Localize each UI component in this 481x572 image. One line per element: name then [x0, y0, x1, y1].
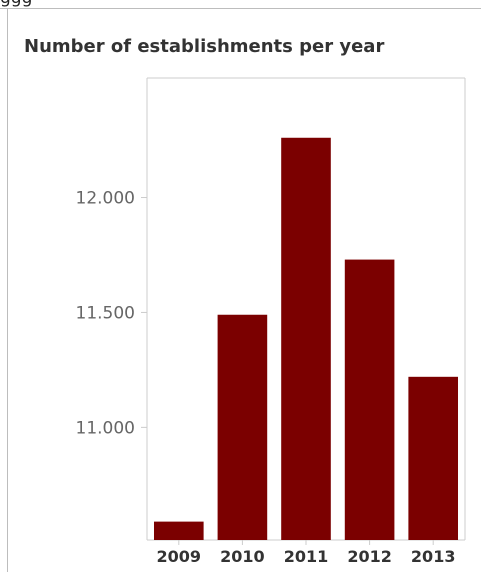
bar-2013 [408, 376, 459, 540]
bars [153, 137, 459, 540]
bar-2010 [217, 314, 268, 540]
x-category-label: 2010 [220, 547, 265, 566]
bar-2011 [281, 137, 331, 540]
x-category-label: 2009 [157, 547, 202, 566]
x-axis: 2009 2010 2011 2012 2013 [157, 540, 456, 566]
clipped-heading-fragment: ggg [0, 0, 60, 10]
y-axis: 11.000 11.500 12.000 [76, 189, 147, 438]
y-tick-label: 11.000 [76, 418, 135, 438]
x-category-label: 2013 [411, 547, 456, 566]
bar-2012 [344, 259, 395, 540]
x-category-label: 2011 [284, 547, 329, 566]
y-tick-label: 12.000 [76, 189, 135, 209]
y-tick-label: 11.500 [76, 303, 135, 323]
panel-left-border [7, 8, 8, 572]
chart-title: Number of establishments per year [24, 36, 385, 57]
panel-top-border [0, 8, 481, 9]
x-category-label: 2012 [347, 547, 392, 566]
bar-2009 [153, 521, 204, 540]
